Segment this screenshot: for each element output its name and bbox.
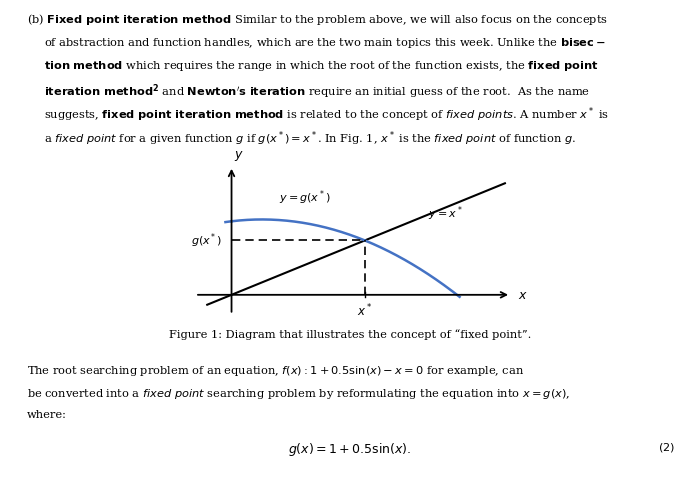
Text: where:: where: xyxy=(27,410,66,420)
Text: $g(x) = 1 + 0.5\sin(x).$: $g(x) = 1 + 0.5\sin(x).$ xyxy=(288,441,412,458)
Text: $y$: $y$ xyxy=(234,149,244,163)
Text: $\bf{iteration\ method^{2}}$ and $\bf{Newton's\ iteration}$ require an initial g: $\bf{iteration\ method^{2}}$ and $\bf{Ne… xyxy=(44,82,590,101)
Text: be converted into a $\it{fixed\ point}$ searching problem by reformulating the e: be converted into a $\it{fixed\ point}$ … xyxy=(27,387,570,401)
Text: $g(x^*)$: $g(x^*)$ xyxy=(190,231,222,250)
Text: The root searching problem of an equation, $f(x): 1+0.5\sin(x)-x=0$ for example,: The root searching problem of an equatio… xyxy=(27,364,524,378)
Text: (b) $\bf{Fixed\ point\ iteration\ method}$ Similar to the problem above, we will: (b) $\bf{Fixed\ point\ iteration\ method… xyxy=(27,12,608,27)
Text: $x$: $x$ xyxy=(518,289,528,302)
Text: $y = g(x^*)$: $y = g(x^*)$ xyxy=(279,189,330,207)
Text: Figure 1: Diagram that illustrates the concept of “fixed point”.: Figure 1: Diagram that illustrates the c… xyxy=(169,329,531,340)
Text: suggests, $\bf{fixed\ point\ iteration\ method}$ is related to the concept of $\: suggests, $\bf{fixed\ point\ iteration\ … xyxy=(44,106,609,124)
Text: of abstraction and function handles, which are the two main topics this week. Un: of abstraction and function handles, whi… xyxy=(44,36,606,50)
Text: $(2)$: $(2)$ xyxy=(659,441,676,454)
Text: $x^*$: $x^*$ xyxy=(357,302,372,319)
Text: a $\it{fixed\ point}$ for a given function $g$ if $g(x^*)=x^*$. In Fig. 1, $x^*$: a $\it{fixed\ point}$ for a given functi… xyxy=(44,129,576,148)
Text: $y = x^*$: $y = x^*$ xyxy=(428,204,463,223)
Text: $\bf{tion\ method}$ which requires the range in which the root of the function e: $\bf{tion\ method}$ which requires the r… xyxy=(44,59,598,73)
